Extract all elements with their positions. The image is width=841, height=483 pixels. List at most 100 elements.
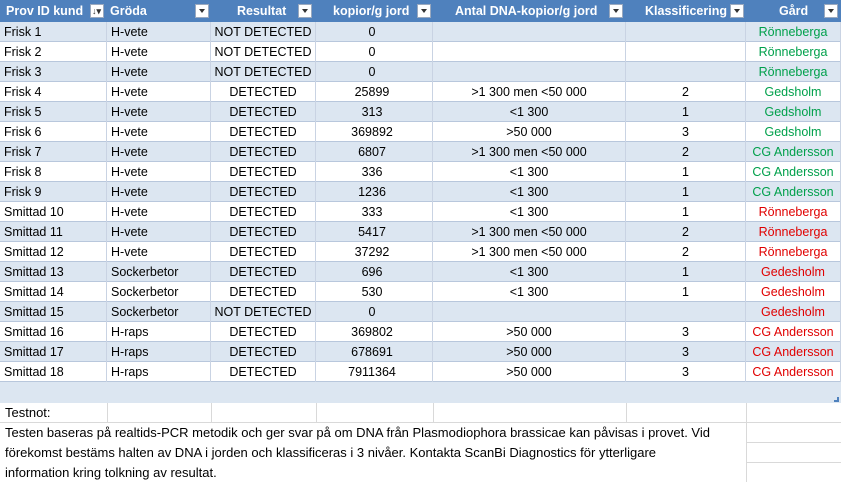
cell-gard[interactable]: CG Andersson [746, 182, 841, 202]
table-resize-handle[interactable] [834, 397, 839, 402]
cell-gard[interactable]: CG Andersson [746, 322, 841, 342]
table-row[interactable]: Smittad 13 Sockerbetor DETECTED 696 <1 300 1 G… [0, 262, 841, 282]
cell-antal[interactable] [433, 22, 626, 42]
cell-groda[interactable]: H-vete [107, 242, 211, 262]
table-row[interactable]: Frisk 8 H-vete DETECTED 336 <1 300 1 CG Anders… [0, 162, 841, 182]
cell-prov[interactable]: Smittad 12 [0, 242, 107, 262]
cell-antal[interactable]: <1 300 [433, 202, 626, 222]
cell-gard[interactable]: Rönneberga [746, 22, 841, 42]
cell-klass[interactable]: 1 [626, 202, 746, 222]
cell-antal[interactable]: >50 000 [433, 322, 626, 342]
cell-resultat[interactable]: DETECTED [211, 322, 316, 342]
cell-resultat[interactable]: NOT DETECTED [211, 42, 316, 62]
cell-kopior[interactable]: 336 [316, 162, 433, 182]
cell-antal[interactable]: <1 300 [433, 282, 626, 302]
cell-groda[interactable]: H-vete [107, 42, 211, 62]
cell-prov[interactable]: Frisk 7 [0, 142, 107, 162]
filter-button-resultat[interactable] [298, 4, 312, 18]
cell-groda[interactable]: H-vete [107, 142, 211, 162]
cell-prov[interactable]: Frisk 3 [0, 62, 107, 82]
cell-antal[interactable]: >50 000 [433, 342, 626, 362]
cell-prov[interactable]: Smittad 10 [0, 202, 107, 222]
cell-antal[interactable] [433, 62, 626, 82]
cell-klass[interactable]: 3 [626, 122, 746, 142]
cell-antal[interactable]: >1 300 men <50 000 [433, 222, 626, 242]
cell-resultat[interactable]: DETECTED [211, 282, 316, 302]
filter-button-groda[interactable] [195, 4, 209, 18]
cell-antal[interactable]: >1 300 men <50 000 [433, 242, 626, 262]
cell-klass[interactable] [626, 62, 746, 82]
cell-kopior[interactable]: 0 [316, 22, 433, 42]
table-row[interactable]: Frisk 3 H-vete NOT DETECTED 0 Rönneberga [0, 62, 841, 82]
cell-klass[interactable]: 2 [626, 82, 746, 102]
cell-antal[interactable]: <1 300 [433, 182, 626, 202]
table-row[interactable]: Frisk 2 H-vete NOT DETECTED 0 Rönneberga [0, 42, 841, 62]
cell-groda[interactable]: H-vete [107, 62, 211, 82]
cell-gard[interactable]: CG Andersson [746, 142, 841, 162]
cell-kopior[interactable]: 696 [316, 262, 433, 282]
cell-prov[interactable]: Frisk 5 [0, 102, 107, 122]
cell-resultat[interactable]: DETECTED [211, 242, 316, 262]
cell-prov[interactable]: Frisk 4 [0, 82, 107, 102]
cell-gard[interactable]: Gedsholm [746, 82, 841, 102]
cell-klass[interactable] [626, 42, 746, 62]
cell-gard[interactable]: CG Andersson [746, 362, 841, 382]
cell-antal[interactable] [433, 42, 626, 62]
cell-prov[interactable]: Frisk 6 [0, 122, 107, 142]
cell-groda[interactable]: H-raps [107, 342, 211, 362]
cell-kopior[interactable]: 369892 [316, 122, 433, 142]
cell-groda[interactable]: H-vete [107, 82, 211, 102]
cell-klass[interactable]: 1 [626, 182, 746, 202]
cell-kopior[interactable]: 530 [316, 282, 433, 302]
cell-klass[interactable] [626, 302, 746, 322]
cell-klass[interactable]: 3 [626, 342, 746, 362]
cell-prov[interactable]: Smittad 11 [0, 222, 107, 242]
cell-gard[interactable]: Gedesholm [746, 282, 841, 302]
cell-groda[interactable]: Sockerbetor [107, 262, 211, 282]
cell-groda[interactable]: H-vete [107, 122, 211, 142]
table-row[interactable]: Smittad 10 H-vete DETECTED 333 <1 300 1 Rönneb… [0, 202, 841, 222]
cell-gard[interactable]: Gedsholm [746, 102, 841, 122]
sort-filter-button-prov[interactable]: ↓▾ [90, 4, 104, 18]
cell-resultat[interactable]: DETECTED [211, 162, 316, 182]
cell-resultat[interactable]: DETECTED [211, 222, 316, 242]
cell-prov[interactable]: Frisk 2 [0, 42, 107, 62]
table-row[interactable]: Frisk 5 H-vete DETECTED 313 <1 300 1 Gedsholm [0, 102, 841, 122]
table-row[interactable]: Smittad 11 H-vete DETECTED 5417 >1 300 men <… [0, 222, 841, 242]
table-row[interactable]: Smittad 17 H-raps DETECTED 678691 >50 000 3 CG… [0, 342, 841, 362]
cell-resultat[interactable]: DETECTED [211, 82, 316, 102]
cell-gard[interactable]: Gedesholm [746, 302, 841, 322]
cell-prov[interactable]: Smittad 14 [0, 282, 107, 302]
cell-kopior[interactable]: 369802 [316, 322, 433, 342]
cell-klass[interactable]: 2 [626, 242, 746, 262]
table-row[interactable]: Smittad 18 H-raps DETECTED 7911364 >50 000 3 C… [0, 362, 841, 382]
cell-prov[interactable]: Smittad 17 [0, 342, 107, 362]
cell-gard[interactable]: Rönneberga [746, 62, 841, 82]
cell-kopior[interactable]: 37292 [316, 242, 433, 262]
cell-resultat[interactable]: DETECTED [211, 122, 316, 142]
cell-antal[interactable]: >50 000 [433, 122, 626, 142]
cell-kopior[interactable]: 1236 [316, 182, 433, 202]
cell-gard[interactable]: Gedsholm [746, 122, 841, 142]
cell-kopior[interactable]: 678691 [316, 342, 433, 362]
cell-resultat[interactable]: DETECTED [211, 182, 316, 202]
table-row[interactable]: Smittad 16 H-raps DETECTED 369802 >50 000 3 CG… [0, 322, 841, 342]
cell-groda[interactable]: H-vete [107, 22, 211, 42]
cell-prov[interactable]: Frisk 9 [0, 182, 107, 202]
cell-gard[interactable]: Rönneberga [746, 222, 841, 242]
cell-kopior[interactable]: 0 [316, 42, 433, 62]
cell-groda[interactable]: Sockerbetor [107, 302, 211, 322]
cell-prov[interactable]: Frisk 1 [0, 22, 107, 42]
table-row[interactable]: Frisk 6 H-vete DETECTED 369892 >50 000 3 Gedsh… [0, 122, 841, 142]
cell-resultat[interactable]: NOT DETECTED [211, 62, 316, 82]
cell-klass[interactable]: 1 [626, 282, 746, 302]
table-row[interactable]: Frisk 7 H-vete DETECTED 6807 >1 300 men <50 … [0, 142, 841, 162]
cell-klass[interactable]: 3 [626, 322, 746, 342]
cell-kopior[interactable]: 333 [316, 202, 433, 222]
cell-resultat[interactable]: DETECTED [211, 262, 316, 282]
cell-resultat[interactable]: DETECTED [211, 202, 316, 222]
cell-prov[interactable]: Smittad 18 [0, 362, 107, 382]
cell-groda[interactable]: H-vete [107, 162, 211, 182]
cell-prov[interactable]: Frisk 8 [0, 162, 107, 182]
table-row[interactable]: Frisk 9 H-vete DETECTED 1236 <1 300 1 CG Ander… [0, 182, 841, 202]
